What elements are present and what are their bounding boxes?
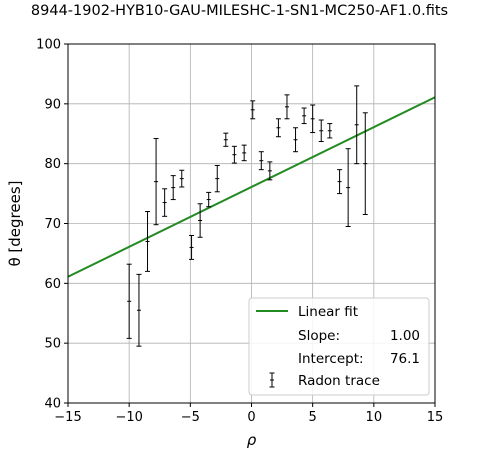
data-layer (126, 85, 368, 347)
data-point (258, 151, 264, 171)
data-point (354, 85, 360, 165)
y-tick-label: 60 (44, 277, 61, 292)
y-tick-label: 40 (44, 397, 61, 412)
y-tick-label: 90 (44, 97, 61, 112)
y-tick-label: 80 (44, 157, 61, 172)
data-point (153, 138, 159, 226)
legend-intercept-label: Intercept: (298, 351, 364, 367)
data-point (136, 273, 142, 347)
x-tick-label: 15 (427, 410, 444, 425)
data-point (267, 161, 273, 181)
x-tick-label: 10 (366, 410, 383, 425)
data-point (345, 148, 351, 227)
data-point (206, 191, 212, 208)
legend-slope-value: 1.00 (390, 328, 420, 344)
data-point (241, 144, 247, 162)
x-tick-label: 0 (247, 410, 255, 425)
legend-series-label: Radon trace (298, 373, 380, 389)
x-tick-label: −10 (115, 410, 142, 425)
data-point (223, 132, 229, 147)
data-point (214, 164, 220, 193)
data-point (284, 94, 290, 120)
legend-intercept-value: 76.1 (390, 351, 420, 367)
fit-line-layer (68, 96, 435, 278)
data-point (197, 203, 203, 238)
data-point (301, 107, 307, 125)
data-point (318, 119, 324, 143)
data-point (189, 234, 195, 260)
legend: Linear fit Slope: 1.00 Intercept: 76.1 R… (248, 297, 430, 396)
data-point (362, 112, 368, 216)
y-axis-label: θ [degrees] (6, 180, 24, 266)
data-point (126, 263, 132, 339)
data-point (310, 104, 316, 134)
data-point (145, 211, 151, 272)
data-point (179, 169, 185, 188)
fit-line (68, 96, 435, 278)
y-tick-label: 50 (44, 337, 61, 352)
legend-box (248, 297, 430, 396)
x-axis-label: ρ (247, 431, 257, 449)
data-point (250, 100, 256, 120)
data-point (162, 188, 168, 217)
y-tick-label: 100 (36, 38, 61, 53)
data-point (337, 169, 343, 195)
x-tick-label: −5 (181, 410, 200, 425)
tick-layer: −15 −10 −5 0 5 10 15 40 50 60 70 80 90 100 (36, 38, 443, 426)
data-point (231, 145, 237, 164)
chart-title: 8944-1902-HYB10-GAU-MILESHC-1-SN1-MC250-… (30, 3, 449, 19)
y-tick-label: 70 (44, 217, 61, 232)
x-tick-label: 5 (309, 410, 317, 425)
data-point (327, 123, 333, 139)
data-point (293, 127, 299, 153)
data-point (275, 118, 281, 138)
legend-errorbar-swatch (269, 372, 275, 388)
legend-slope-label: Slope: (298, 328, 340, 344)
legend-fit-label: Linear fit (298, 304, 358, 320)
x-tick-label: −15 (54, 410, 81, 425)
data-point (170, 175, 176, 201)
